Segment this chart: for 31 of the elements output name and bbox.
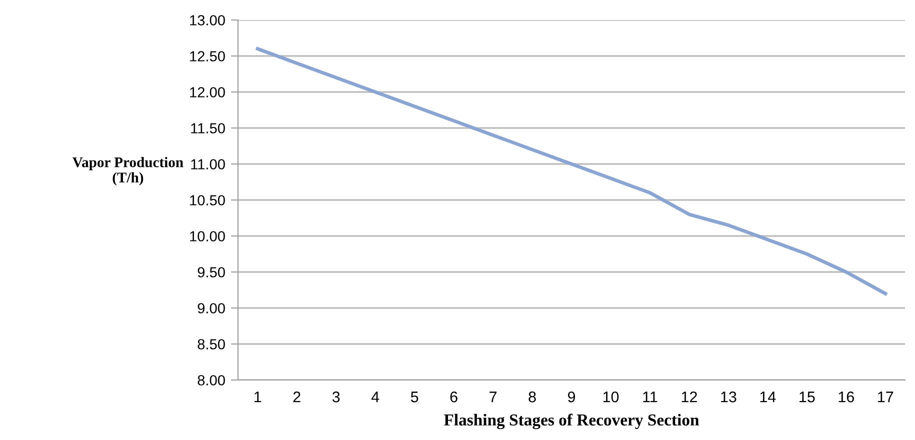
x-tick-label: 11 (643, 392, 658, 402)
y-tick-label: 11.00 (191, 159, 225, 170)
x-tick-label: 12 (682, 392, 697, 402)
x-tick-label: 10 (603, 392, 619, 402)
y-tick-label: 10.00 (190, 231, 225, 242)
x-tick-label: 2 (293, 392, 300, 402)
y-tick-label: 8.50 (198, 339, 225, 350)
y-tick-label: 12.50 (190, 51, 225, 62)
y-axis-title: Vapor Production (T/h) (72, 156, 184, 186)
x-tick-label: 6 (450, 392, 458, 402)
y-tick-label: 8.00 (198, 375, 225, 386)
x-tick-label: 14 (760, 392, 776, 402)
x-tick-label: 13 (721, 392, 736, 402)
x-tick-label: 9 (568, 392, 576, 402)
y-tick-label: 12.00 (190, 87, 225, 98)
x-tick-label: 17 (878, 392, 894, 402)
x-tick-label: 16 (838, 392, 854, 402)
x-tick-label: 4 (371, 392, 380, 402)
x-tick-label: 8 (528, 392, 536, 402)
y-tick-label: 11.50 (191, 123, 225, 134)
line-series (256, 47, 888, 296)
x-axis-title: Flashing Stages of Recovery Section (444, 414, 700, 430)
x-tick-label: 3 (332, 392, 340, 402)
x-tick-label: 1 (254, 392, 262, 402)
y-tick-label: 13.00 (190, 15, 225, 26)
y-tick-label: 10.50 (190, 195, 225, 206)
x-tick-label: 15 (800, 392, 815, 402)
x-tick-label: 7 (490, 392, 497, 402)
y-tick-label: 9.50 (198, 267, 225, 278)
y-tick-label: 9.00 (198, 303, 225, 314)
x-tick-label: 5 (410, 392, 418, 402)
